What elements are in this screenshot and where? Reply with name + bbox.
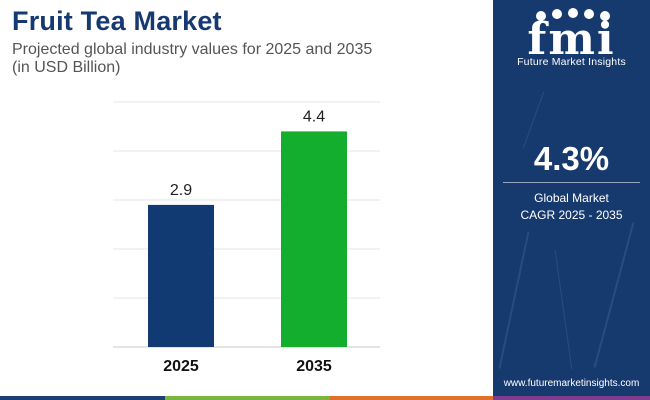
value-label-2025: 2.9 <box>170 182 192 199</box>
cagr-label-line-2: CAGR 2025 - 2035 <box>520 208 623 222</box>
chart-subtitle: Projected global industry values for 202… <box>12 41 482 77</box>
value-label-2035: 4.4 <box>303 108 325 125</box>
category-label-2025: 2025 <box>163 358 199 375</box>
decorative-streak <box>498 231 530 369</box>
stripe-segment <box>493 396 650 400</box>
cagr-label-line-1: Global Market <box>534 191 609 205</box>
decorative-streak <box>593 222 635 368</box>
value-labels: 2.9 4.4 <box>170 108 325 198</box>
logo-icons <box>536 8 610 21</box>
fmi-logo: fmi <box>527 8 615 65</box>
stripe-segment <box>330 396 493 400</box>
website-link[interactable]: www.futuremarketinsights.com <box>503 378 640 389</box>
side-panel: fmi Future Market Insights 4.3% Global M… <box>493 0 650 400</box>
bars <box>148 131 347 347</box>
bar-2025 <box>148 204 214 347</box>
bar-2035 <box>281 131 347 347</box>
cagr-value: 4.3% <box>533 140 610 177</box>
category-label-2035: 2035 <box>296 358 332 375</box>
category-labels: 2025 2035 <box>163 358 332 375</box>
cagr-label: Global Market CAGR 2025 - 2035 <box>493 190 650 224</box>
cagr-divider <box>503 182 640 183</box>
stripe-segment <box>0 396 165 400</box>
bottom-color-stripe <box>0 396 650 400</box>
subtitle-line-1: Projected global industry values for 202… <box>12 41 373 58</box>
chart-title: Fruit Tea Market <box>12 6 222 36</box>
logo-letters: fmi <box>527 14 615 65</box>
bar-chart: 2.9 4.4 2025 2035 <box>113 101 380 375</box>
decorative-streak <box>554 250 573 370</box>
stripe-segment <box>165 396 330 400</box>
logo-caption: Future Market Insights <box>517 56 626 68</box>
subtitle-line-2: (in USD Billion) <box>12 59 121 76</box>
